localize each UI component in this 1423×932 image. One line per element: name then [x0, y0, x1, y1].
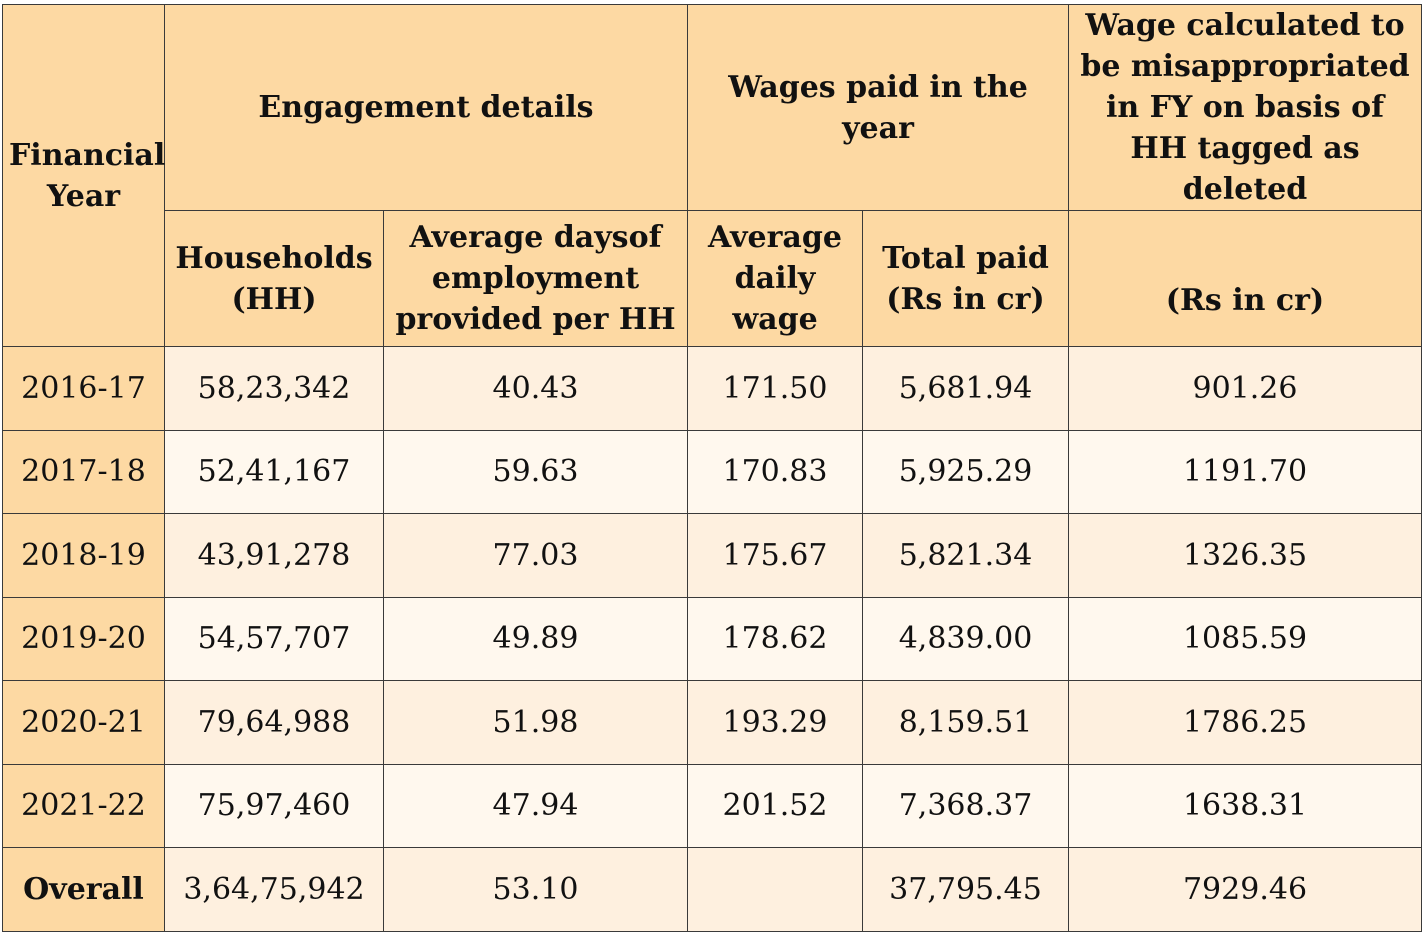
- cell-households: 52,41,167: [164, 429, 384, 514]
- cell-total-paid: 37,795.45: [862, 847, 1069, 932]
- cell-total-misappropriated: 7929.46: [1068, 847, 1422, 932]
- header-row-sub: Households (HH) Average daysof employmen…: [3, 210, 1422, 347]
- cell-total-paid: 5,821.34: [862, 513, 1069, 598]
- cell-households: 54,57,707: [164, 596, 384, 681]
- cell-total-label: Overall: [2, 847, 165, 932]
- cell-total-paid: 8,159.51: [862, 680, 1069, 765]
- cell-avg-wage: 171.50: [687, 346, 863, 431]
- table-row: 2017-18 52,41,167 59.63 170.83 5,925.29 …: [2, 429, 1422, 514]
- cell-total-paid: 7,368.37: [862, 763, 1069, 848]
- cell-misappropriated: 1638.31: [1068, 763, 1422, 848]
- cell-avg-days: 77.03: [383, 513, 688, 598]
- cell-avg-wage: 201.52: [687, 763, 863, 848]
- header-financial-year: Financial Year: [2, 4, 165, 347]
- table-row: 2016-17 58,23,342 40.43 171.50 5,681.94 …: [2, 346, 1422, 431]
- cell-avg-days: 47.94: [383, 763, 688, 848]
- header-households: Households (HH): [164, 210, 384, 347]
- header-rs-in-cr: (Rs in cr): [1068, 210, 1422, 347]
- cell-avg-wage: 193.29: [687, 680, 863, 765]
- header-misappropriated: Wage calculated to be misappropriated in…: [1068, 4, 1422, 211]
- cell-total-paid: 5,925.29: [862, 429, 1069, 514]
- cell-total-avg-days: 53.10: [383, 847, 688, 932]
- header-avg-days: Average daysof employment provided per H…: [383, 210, 688, 347]
- cell-avg-days: 51.98: [383, 680, 688, 765]
- cell-total-avg-wage: [687, 847, 863, 932]
- cell-year: 2021-22: [2, 763, 165, 848]
- cell-avg-days: 49.89: [383, 596, 688, 681]
- header-total-paid: Total paid (Rs in cr): [862, 210, 1069, 347]
- cell-misappropriated: 1326.35: [1068, 513, 1422, 598]
- cell-households: 79,64,988: [164, 680, 384, 765]
- header-engagement-details: Engagement details: [164, 4, 688, 211]
- cell-avg-wage: 175.67: [687, 513, 863, 598]
- cell-total-paid: 5,681.94: [862, 346, 1069, 431]
- cell-total-households: 3,64,75,942: [164, 847, 384, 932]
- cell-households: 75,97,460: [164, 763, 384, 848]
- cell-year: 2018-19: [2, 513, 165, 598]
- cell-misappropriated: 1085.59: [1068, 596, 1422, 681]
- cell-avg-wage: 170.83: [687, 429, 863, 514]
- table-row: 2020-21 79,64,988 51.98 193.29 8,159.51 …: [2, 680, 1422, 765]
- cell-avg-days: 59.63: [383, 429, 688, 514]
- header-avg-daily-wage: Average daily wage: [687, 210, 863, 347]
- cell-year: 2017-18: [2, 429, 165, 514]
- table-row: 2019-20 54,57,707 49.89 178.62 4,839.00 …: [2, 596, 1422, 681]
- cell-year: 2020-21: [2, 680, 165, 765]
- cell-households: 43,91,278: [164, 513, 384, 598]
- cell-year: 2016-17: [2, 346, 165, 431]
- cell-avg-wage: 178.62: [687, 596, 863, 681]
- header-row-top: Financial Year Engagement details Wages …: [2, 4, 1422, 347]
- cell-misappropriated: 1786.25: [1068, 680, 1422, 765]
- total-row: Overall 3,64,75,942 53.10 37,795.45 7929…: [2, 847, 1422, 932]
- table-row: 2021-22 75,97,460 47.94 201.52 7,368.37 …: [2, 763, 1422, 848]
- cell-year: 2019-20: [2, 596, 165, 681]
- cell-misappropriated: 1191.70: [1068, 429, 1422, 514]
- wage-data-table: Financial Year Engagement details Wages …: [2, 4, 1422, 932]
- header-wages-paid: Wages paid in the year: [687, 4, 1069, 211]
- cell-avg-days: 40.43: [383, 346, 688, 431]
- cell-misappropriated: 901.26: [1068, 346, 1422, 431]
- cell-total-paid: 4,839.00: [862, 596, 1069, 681]
- cell-households: 58,23,342: [164, 346, 384, 431]
- table-row: 2018-19 43,91,278 77.03 175.67 5,821.34 …: [2, 513, 1422, 598]
